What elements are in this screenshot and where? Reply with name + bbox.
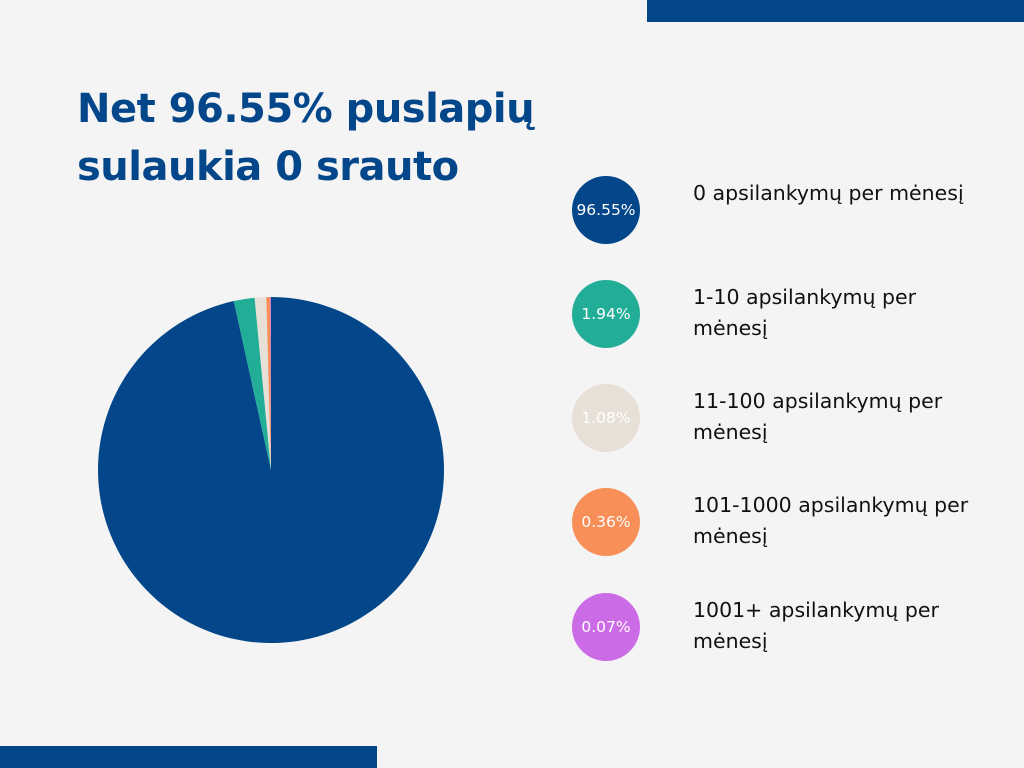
legend-value-text: 0.36% — [581, 512, 631, 531]
legend-value-text: 0.07% — [581, 617, 631, 636]
legend-item: 0.07% 1001+ apsilankymų per mėnesį — [572, 593, 992, 665]
legend-label: 11-100 apsilankymų per mėnesį — [693, 389, 943, 444]
legend-value-badge: 0.36% — [572, 488, 640, 556]
chart-title: Net 96.55% puslapių sulaukia 0 srauto — [77, 80, 637, 196]
pie-slice-2 — [254, 297, 271, 470]
legend-item: 96.55% 0 apsilankymų per mėnesį — [572, 176, 992, 248]
legend-value-text: 96.55% — [576, 200, 636, 219]
pie-slice-0 — [97, 297, 444, 643]
legend-item: 1.08% 11-100 apsilankymų per mėnesį — [572, 384, 992, 456]
legend-item: 1.94% 1-10 apsilankymų per mėnesį — [572, 280, 992, 352]
legend-value-badge: 96.55% — [572, 176, 640, 244]
chart-title-line-1: Net 96.55% puslapių — [77, 86, 535, 132]
legend-label: 1001+ apsilankymų per mėnesį — [693, 598, 939, 653]
legend-value-badge: 0.07% — [572, 593, 640, 661]
legend-label: 0 apsilankymų per mėnesį — [693, 181, 964, 205]
legend-value-text: 1.94% — [581, 304, 631, 323]
chart-title-line-2: sulaukia 0 srauto — [77, 144, 459, 190]
legend-label: 101-1000 apsilankymų per mėnesį — [693, 493, 969, 548]
top-accent-bar — [647, 0, 1024, 22]
legend-label: 1-10 apsilankymų per mėnesį — [693, 285, 917, 340]
legend-item: 0.36% 101-1000 apsilankymų per mėnesį — [572, 488, 992, 560]
bottom-accent-bar — [0, 746, 377, 768]
pie-slice-3 — [266, 297, 271, 470]
legend-value-badge: 1.08% — [572, 384, 640, 452]
legend-value-text: 1.08% — [581, 408, 631, 427]
pie-slice-4 — [270, 297, 271, 470]
pie-slice-1 — [233, 297, 271, 470]
legend-value-badge: 1.94% — [572, 280, 640, 348]
